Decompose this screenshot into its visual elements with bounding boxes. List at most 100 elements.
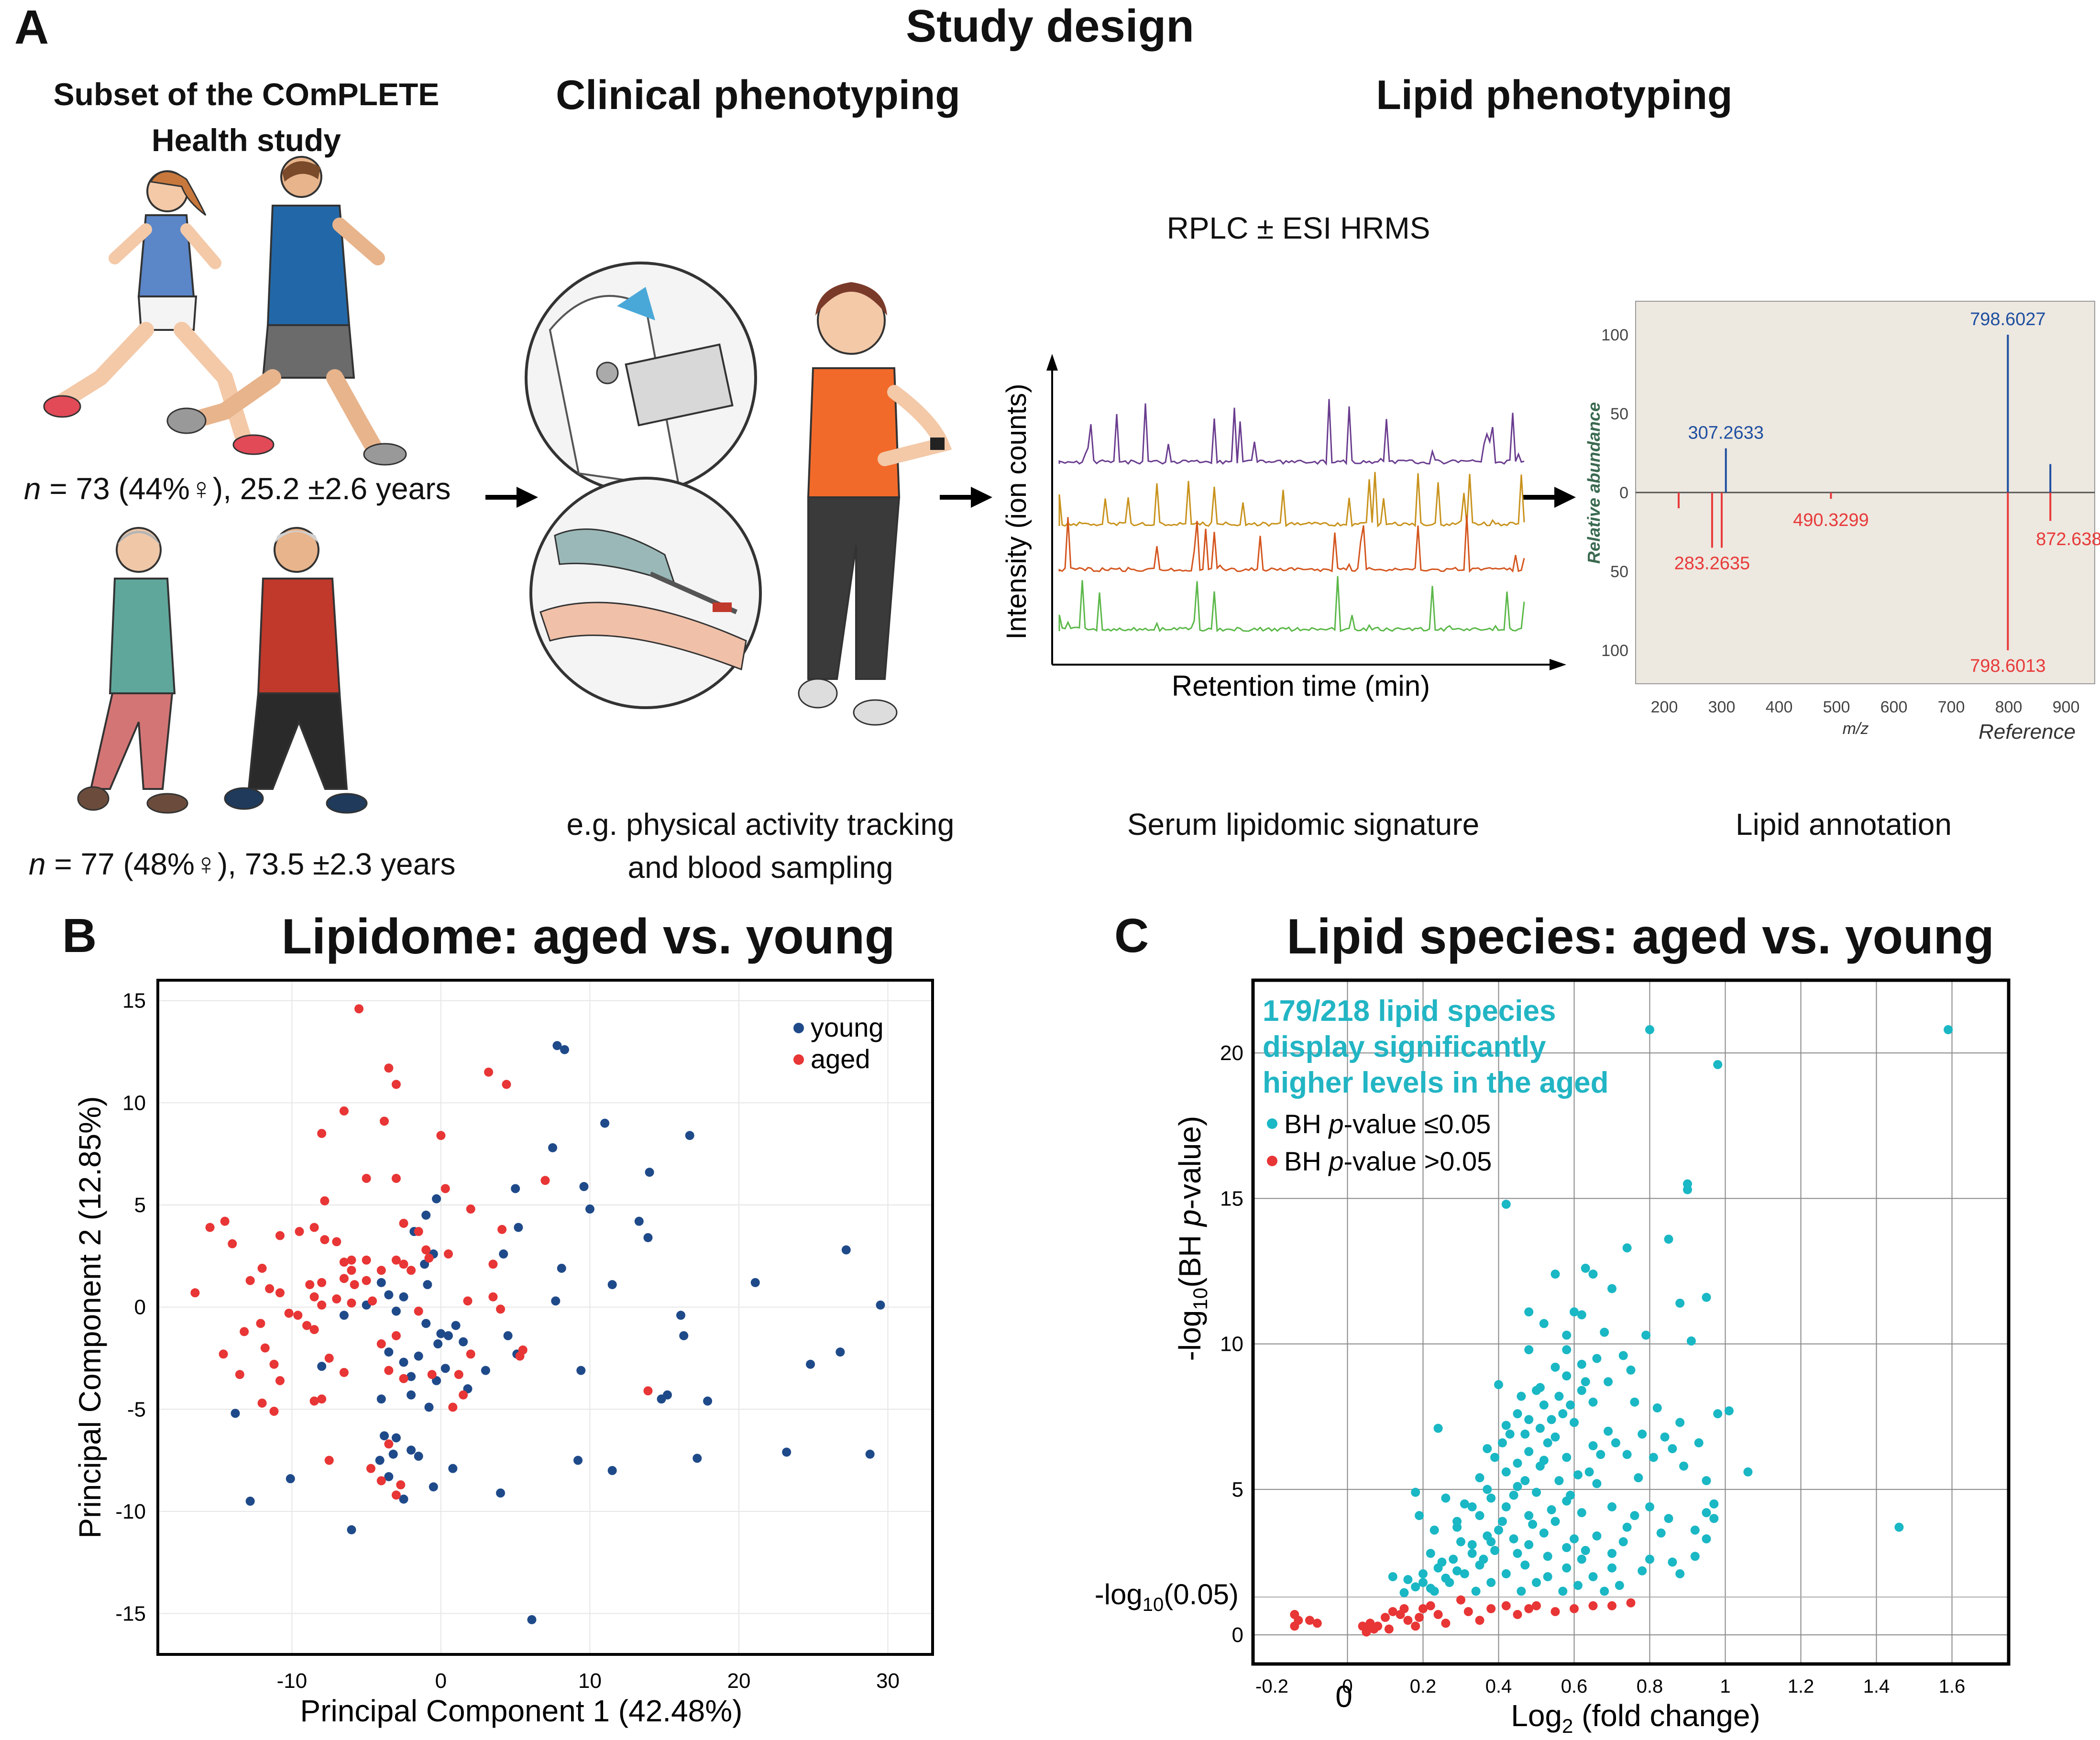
volcano-point-significant [1456, 1537, 1465, 1546]
pca-point-young [836, 1347, 845, 1357]
volcano-point-significant [1577, 1554, 1586, 1564]
volcano-point-significant [1894, 1522, 1904, 1532]
volcano-point-significant [1566, 1490, 1575, 1500]
volcano-point-significant [1501, 1467, 1511, 1477]
pca-point-young [399, 1292, 408, 1302]
volcano-point-significant [1441, 1493, 1451, 1503]
volcano-xtick-label: 1.4 [1863, 1676, 1890, 1697]
volcano-point-significant [1550, 1362, 1560, 1372]
volcano-point-significant [1566, 1400, 1575, 1410]
pca-point-aged [414, 1306, 423, 1316]
volcano-point-significant [1944, 1025, 1953, 1034]
volcano-xtick-label: 0 [1342, 1676, 1352, 1697]
volcano-point-significant [1675, 1569, 1685, 1578]
volcano-point-significant [1558, 1409, 1568, 1419]
pca-point-young [391, 1306, 401, 1316]
volcano-point-significant [1494, 1380, 1503, 1390]
pca-grid [158, 980, 933, 1654]
study-design-title: Study design [906, 0, 1194, 52]
pca-point-aged [317, 1394, 327, 1404]
pca-point-aged [309, 1223, 319, 1232]
volcano-point-significant [1535, 1423, 1545, 1433]
volcano-point-significant [1645, 1554, 1654, 1564]
pca-ytick-label: -15 [115, 1602, 146, 1626]
volcano-point-significant [1664, 1514, 1673, 1523]
clinical-caption: e.g. physical activity tracking and bloo… [521, 803, 1000, 889]
volcano-point-significant [1562, 1563, 1572, 1573]
volcano-point-significant [1690, 1525, 1700, 1535]
volcano-point-significant [1441, 1573, 1451, 1583]
pca-point-young [782, 1447, 792, 1457]
pca-point-aged [309, 1325, 319, 1335]
pca-legend: young aged [793, 1012, 884, 1074]
volcano-point-significant [1573, 1581, 1583, 1590]
volcano-point-significant [1596, 1450, 1605, 1459]
pca-point-young [347, 1525, 356, 1534]
annotation-line2: display significantly [1263, 1030, 1546, 1063]
volcano-point-significant [1505, 1429, 1515, 1439]
volcano-point-significant [1539, 1400, 1549, 1410]
volcano-point-significant [1607, 1284, 1616, 1293]
volcano-xtick-label: 0.8 [1637, 1676, 1663, 1697]
volcano-point-significant [1592, 1531, 1602, 1541]
aged-man-walker [224, 527, 368, 814]
volcano-point-significant [1562, 1330, 1572, 1340]
volcano-point-significant [1426, 1584, 1435, 1593]
pca-point-young [551, 1296, 561, 1306]
pca-ytick-label: 0 [134, 1296, 146, 1319]
pca-point-aged [309, 1292, 319, 1302]
spectrum-sample-peak-label: 307.2633 [1688, 423, 1764, 443]
cohort-title-line1: Subset of the COmPLETE [53, 77, 440, 112]
volcano-point-nonsignificant [1384, 1624, 1394, 1634]
pca-point-young [376, 1278, 386, 1287]
pca-point-young [703, 1396, 713, 1406]
pca-point-young [421, 1319, 431, 1328]
pca-point-young [499, 1249, 508, 1259]
volcano-point-significant [1520, 1476, 1530, 1486]
volcano-point-significant [1660, 1432, 1670, 1442]
pca-point-young [645, 1168, 654, 1177]
volcano-point-significant [1411, 1582, 1420, 1592]
volcano-point-significant [1562, 1371, 1572, 1381]
pca-point-young [573, 1455, 583, 1465]
volcano-point-significant [1675, 1298, 1685, 1308]
pca-xtick-label: 0 [435, 1669, 447, 1693]
legend-aged-label: aged [811, 1044, 870, 1074]
pca-point-young [481, 1366, 490, 1375]
pca-point-aged [427, 1370, 437, 1379]
pca-point-aged [448, 1402, 458, 1412]
pca-point-young [514, 1223, 523, 1232]
pca-point-young [560, 1045, 569, 1054]
pca-point-young [579, 1182, 589, 1192]
volcano-point-significant [1475, 1473, 1484, 1483]
pca-ylabel: Principal Component 2 (12.85%) [73, 1096, 107, 1539]
lipid-phenotyping-title: Lipid phenotyping [1376, 72, 1733, 118]
volcano-point-significant [1588, 1441, 1598, 1451]
volcano-point-significant [1547, 1505, 1556, 1514]
pca-point-aged [414, 1227, 423, 1237]
volcano-point-significant [1702, 1508, 1711, 1518]
young-man-runner [166, 156, 407, 466]
aged-cohort-n: n [29, 847, 46, 881]
volcano-point-significant [1418, 1569, 1428, 1578]
volcano-point-significant [1524, 1511, 1534, 1521]
pca-point-aged [265, 1284, 275, 1293]
pca-ytick-label: -5 [127, 1398, 146, 1421]
volcano-point-significant [1509, 1534, 1518, 1543]
volcano-point-significant [1550, 1432, 1560, 1442]
pca-point-aged [245, 1276, 255, 1285]
pca-point-aged [347, 1255, 356, 1265]
pca-ytick-label: 5 [134, 1193, 146, 1217]
clinical-phenotyping-illustration [525, 262, 952, 726]
volcano-point-significant [1479, 1554, 1488, 1564]
volcano-point-nonsignificant [1550, 1607, 1560, 1616]
volcano-point-significant [1483, 1485, 1492, 1494]
volcano-point-significant [1550, 1269, 1560, 1279]
volcano-point-significant [1399, 1588, 1409, 1598]
pca-point-young [607, 1280, 617, 1290]
volcano-xtick-label: 0.6 [1561, 1676, 1588, 1697]
volcano-point-significant [1543, 1438, 1552, 1448]
spectrum-xlabel: m/z [1843, 720, 1869, 738]
legend-young-label: young [811, 1012, 884, 1042]
